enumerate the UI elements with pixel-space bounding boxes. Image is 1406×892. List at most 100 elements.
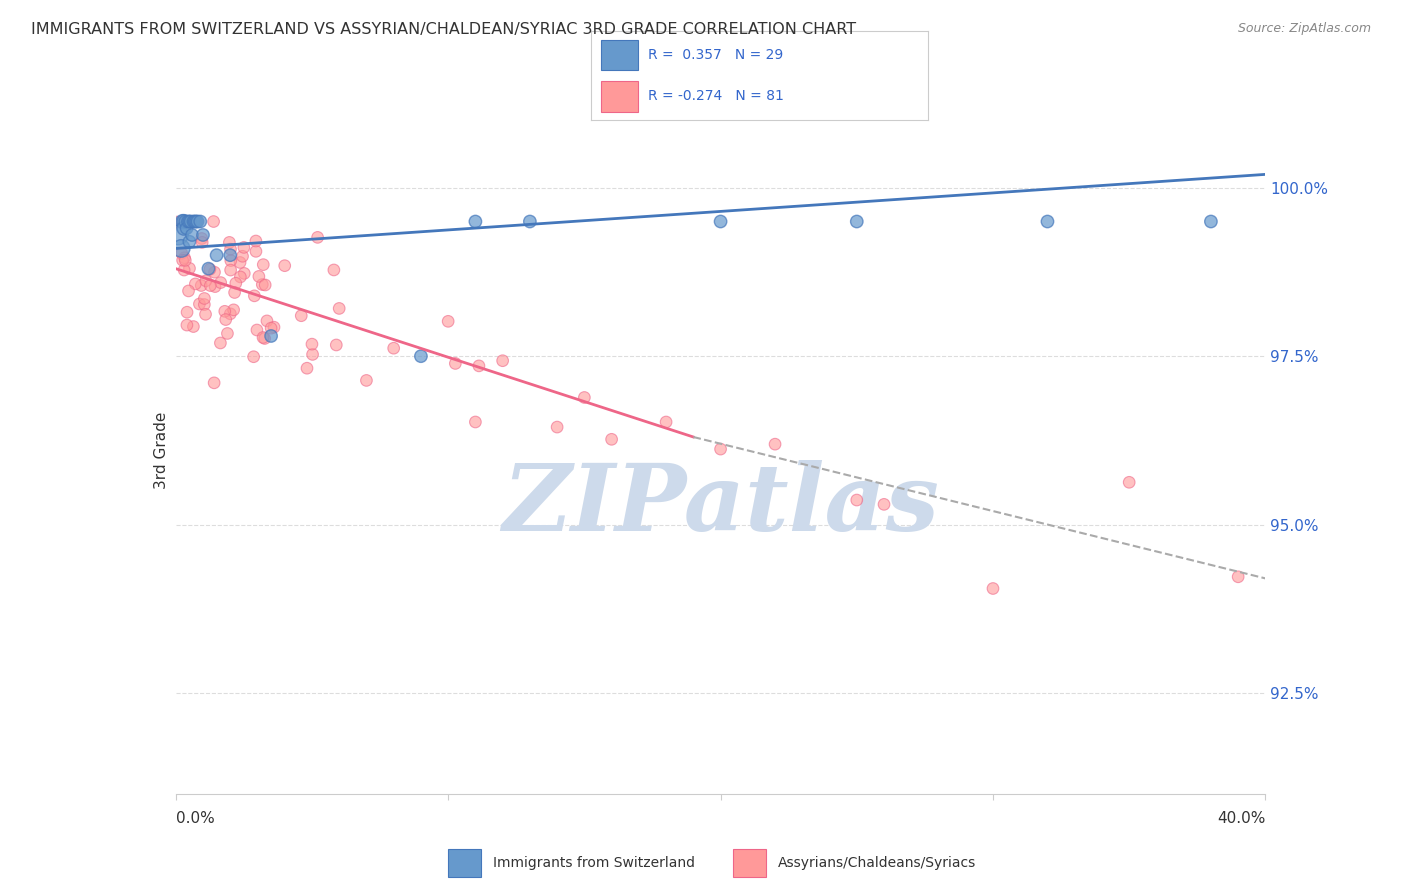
- Point: [176, 305, 198, 319]
- Text: R = -0.274   N = 81: R = -0.274 N = 81: [648, 89, 783, 103]
- Point: [409, 349, 432, 363]
- Point: [222, 302, 245, 317]
- Point: [184, 277, 207, 291]
- Point: [190, 231, 212, 245]
- Point: [166, 215, 188, 229]
- Point: [170, 246, 193, 260]
- Point: [180, 214, 202, 228]
- Point: [188, 297, 211, 311]
- Bar: [600, 40, 638, 70]
- Point: [229, 269, 252, 284]
- Point: [437, 314, 460, 328]
- Point: [763, 437, 786, 451]
- Point: [176, 214, 198, 228]
- Point: [328, 301, 350, 316]
- Point: [229, 255, 252, 269]
- Point: [464, 415, 486, 429]
- Point: [444, 356, 467, 370]
- Point: [225, 277, 247, 291]
- Point: [186, 214, 209, 228]
- Point: [176, 318, 198, 332]
- Point: [193, 292, 215, 306]
- Point: [219, 248, 242, 262]
- Point: [546, 420, 568, 434]
- Point: [1118, 475, 1140, 490]
- Point: [231, 249, 253, 263]
- Point: [172, 214, 194, 228]
- Point: [252, 330, 274, 344]
- Point: [307, 230, 329, 244]
- Text: IMMIGRANTS FROM SWITZERLAND VS ASSYRIAN/CHALDEAN/SYRIAC 3RD GRADE CORRELATION CH: IMMIGRANTS FROM SWITZERLAND VS ASSYRIAN/…: [31, 22, 856, 37]
- Point: [224, 285, 246, 300]
- Bar: [734, 849, 766, 877]
- Point: [710, 214, 733, 228]
- Point: [172, 253, 194, 268]
- Point: [219, 263, 242, 277]
- Text: Source: ZipAtlas.com: Source: ZipAtlas.com: [1237, 22, 1371, 36]
- Point: [219, 253, 242, 268]
- Point: [981, 582, 1004, 596]
- Point: [219, 242, 242, 256]
- Point: [194, 274, 217, 288]
- Point: [177, 284, 200, 298]
- Point: [247, 269, 270, 284]
- Point: [600, 433, 623, 447]
- Point: [245, 244, 267, 259]
- Point: [204, 265, 226, 279]
- Y-axis label: 3rd Grade: 3rd Grade: [153, 412, 169, 489]
- Point: [1036, 214, 1059, 228]
- Point: [382, 341, 405, 355]
- Point: [519, 214, 541, 228]
- Point: [205, 248, 228, 262]
- Point: [845, 214, 868, 228]
- Point: [204, 279, 226, 293]
- Point: [1227, 570, 1250, 584]
- Point: [464, 214, 486, 228]
- Point: [191, 227, 214, 242]
- Point: [356, 373, 378, 387]
- Point: [167, 227, 190, 242]
- Point: [219, 307, 242, 321]
- Point: [468, 359, 491, 373]
- Point: [181, 227, 204, 242]
- Point: [246, 323, 269, 337]
- Point: [233, 267, 256, 281]
- Point: [176, 221, 198, 235]
- Point: [173, 251, 195, 265]
- Point: [198, 262, 221, 277]
- Point: [260, 321, 283, 335]
- Point: [190, 278, 212, 293]
- Bar: [600, 81, 638, 112]
- Point: [252, 258, 274, 272]
- Point: [170, 242, 193, 256]
- Point: [194, 307, 217, 321]
- Point: [209, 276, 232, 290]
- Point: [256, 314, 278, 328]
- Point: [179, 261, 201, 276]
- Point: [188, 214, 211, 228]
- Point: [174, 253, 197, 268]
- Point: [215, 312, 238, 326]
- Point: [186, 214, 208, 228]
- Point: [845, 493, 868, 508]
- Point: [574, 391, 596, 405]
- Point: [243, 289, 266, 303]
- Point: [177, 214, 200, 228]
- Point: [218, 235, 240, 250]
- Bar: [449, 849, 481, 877]
- Point: [232, 240, 254, 254]
- Point: [179, 235, 201, 249]
- Point: [191, 235, 214, 250]
- Point: [295, 361, 318, 376]
- Point: [242, 350, 264, 364]
- Point: [217, 326, 239, 341]
- Point: [173, 214, 195, 228]
- Point: [492, 353, 515, 368]
- Text: 40.0%: 40.0%: [1218, 811, 1265, 826]
- Point: [184, 214, 207, 228]
- Point: [214, 304, 236, 318]
- Text: Assyrians/Chaldeans/Syriacs: Assyrians/Chaldeans/Syriacs: [779, 856, 977, 870]
- Point: [202, 214, 225, 228]
- Point: [325, 338, 347, 352]
- Point: [202, 376, 225, 390]
